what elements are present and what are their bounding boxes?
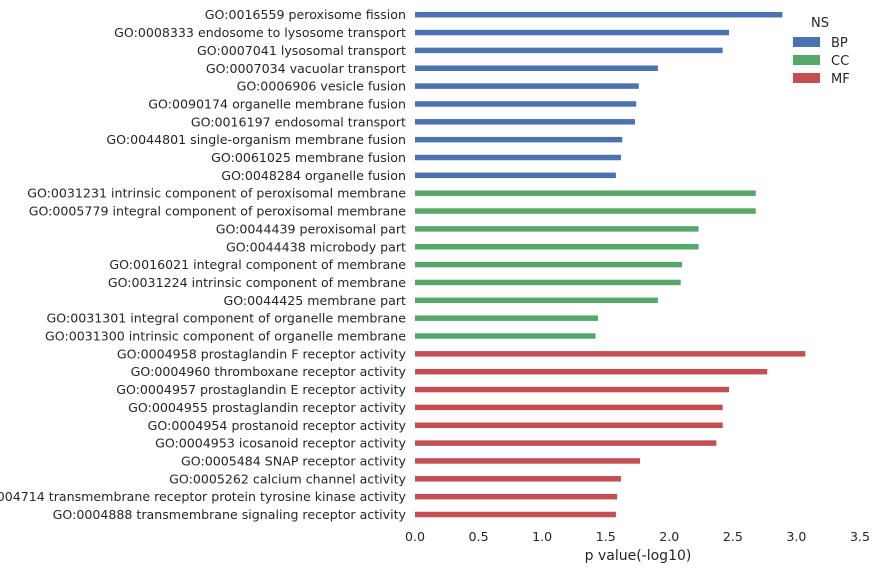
bar (415, 476, 621, 482)
bar (415, 208, 756, 214)
bar (415, 404, 723, 411)
y-tick-label: GO:0004714 transmembrane receptor protei… (0, 489, 407, 504)
x-axis-label: p value(-log10) (585, 548, 692, 564)
y-tick-label: GO:0005262 calcium channel activity (169, 471, 406, 486)
bar (415, 11, 783, 18)
bar (415, 29, 730, 36)
x-tick-label: 1.0 (532, 529, 552, 544)
bar (415, 226, 699, 232)
x-tick-label: 2.5 (723, 529, 743, 544)
y-tick-label: GO:0031301 integral component of organel… (47, 311, 407, 326)
y-tick-label: GO:0016197 endosomal transport (191, 114, 406, 129)
bar (415, 458, 641, 464)
y-tick-label: GO:0004960 thromboxane receptor activity (131, 364, 407, 379)
bar (415, 511, 616, 518)
bar (415, 422, 723, 428)
bar (415, 83, 639, 89)
legend-entries: BP CC MF (793, 36, 850, 87)
y-tick-label: GO:0004957 prostaglandin E receptor acti… (116, 382, 406, 397)
y-tick-label: GO:0004955 prostaglandin receptor activi… (128, 400, 406, 415)
bar (415, 172, 616, 179)
y-tick-label: GO:0044425 membrane part (223, 293, 406, 308)
x-tick-labels: 0.0 0.5 1.0 1.5 2.0 2.5 3.0 3.5 (405, 529, 870, 544)
y-tick-label: GO:0044801 single-organism membrane fusi… (106, 132, 406, 147)
bar (415, 244, 699, 250)
y-tick-label: GO:0006906 vesicle fusion (237, 79, 406, 94)
bar (415, 261, 682, 268)
bar (415, 279, 681, 286)
bar (415, 136, 623, 143)
x-tick-label: 0.0 (405, 529, 425, 544)
bar (415, 493, 618, 500)
y-tick-label: GO:0061025 membrane fusion (211, 150, 406, 165)
x-tick-label: 3.5 (850, 529, 870, 544)
legend-label: CC (831, 54, 849, 69)
x-tick-label: 1.5 (596, 529, 616, 544)
y-tick-label: GO:0048284 organelle fusion (221, 168, 406, 183)
bar (415, 386, 730, 393)
bar (415, 368, 768, 375)
y-tick-label: GO:0031224 intrinsic component of membra… (108, 275, 406, 290)
legend-swatch (793, 73, 820, 83)
y-tick-label: GO:0005779 integral component of peroxis… (29, 204, 407, 219)
bar (415, 47, 723, 54)
y-tick-label: GO:0090174 organelle membrane fusion (148, 96, 406, 111)
legend-label: MF (831, 72, 850, 87)
y-tick-label: GO:0044439 peroxisomal part (216, 221, 406, 236)
y-tick-label: GO:0005484 SNAP receptor activity (181, 453, 407, 468)
y-tick-labels: GO:0016559 peroxisome fission GO:0008333 … (0, 7, 407, 522)
bar (415, 333, 596, 339)
x-tick-label: 0.5 (469, 529, 489, 544)
legend: NS BP CC MF (793, 16, 850, 87)
legend-title: NS (811, 16, 829, 31)
y-tick-label: GO:0004958 prostaglandin F receptor acti… (117, 346, 407, 361)
y-tick-label: GO:0008333 endosome to lysosome transpor… (114, 25, 406, 40)
y-tick-label: GO:0016021 integral component of membran… (109, 257, 406, 272)
y-tick-label: GO:0031300 intrinsic component of organe… (45, 329, 406, 344)
y-tick-label: GO:0004888 transmembrane signaling recep… (53, 507, 407, 522)
y-tick-label: GO:0031231 intrinsic component of peroxi… (27, 186, 406, 201)
bar (415, 315, 599, 321)
bar (415, 101, 637, 107)
y-tick-label: GO:0044438 microbody part (226, 239, 406, 254)
x-tick-label: 2.0 (659, 529, 679, 544)
legend-swatch (793, 55, 820, 65)
bars (415, 11, 806, 518)
y-tick-label: GO:0007034 vacuolar transport (206, 61, 406, 76)
bar (415, 65, 658, 71)
bar (415, 119, 635, 125)
y-tick-label: GO:0004953 icosanoid receptor activity (155, 436, 406, 451)
legend-swatch (793, 37, 820, 47)
bar (415, 190, 756, 196)
x-tick-label: 3.0 (786, 529, 806, 544)
y-tick-label: GO:0016559 peroxisome fission (205, 7, 406, 22)
bar (415, 351, 806, 357)
y-tick-label: GO:0004954 prostanoid receptor activity (148, 418, 407, 433)
bar (415, 154, 621, 161)
bar (415, 297, 658, 304)
y-tick-label: GO:0007041 lysosomal transport (197, 43, 406, 58)
legend-label: BP (831, 36, 848, 51)
bar (415, 440, 717, 446)
